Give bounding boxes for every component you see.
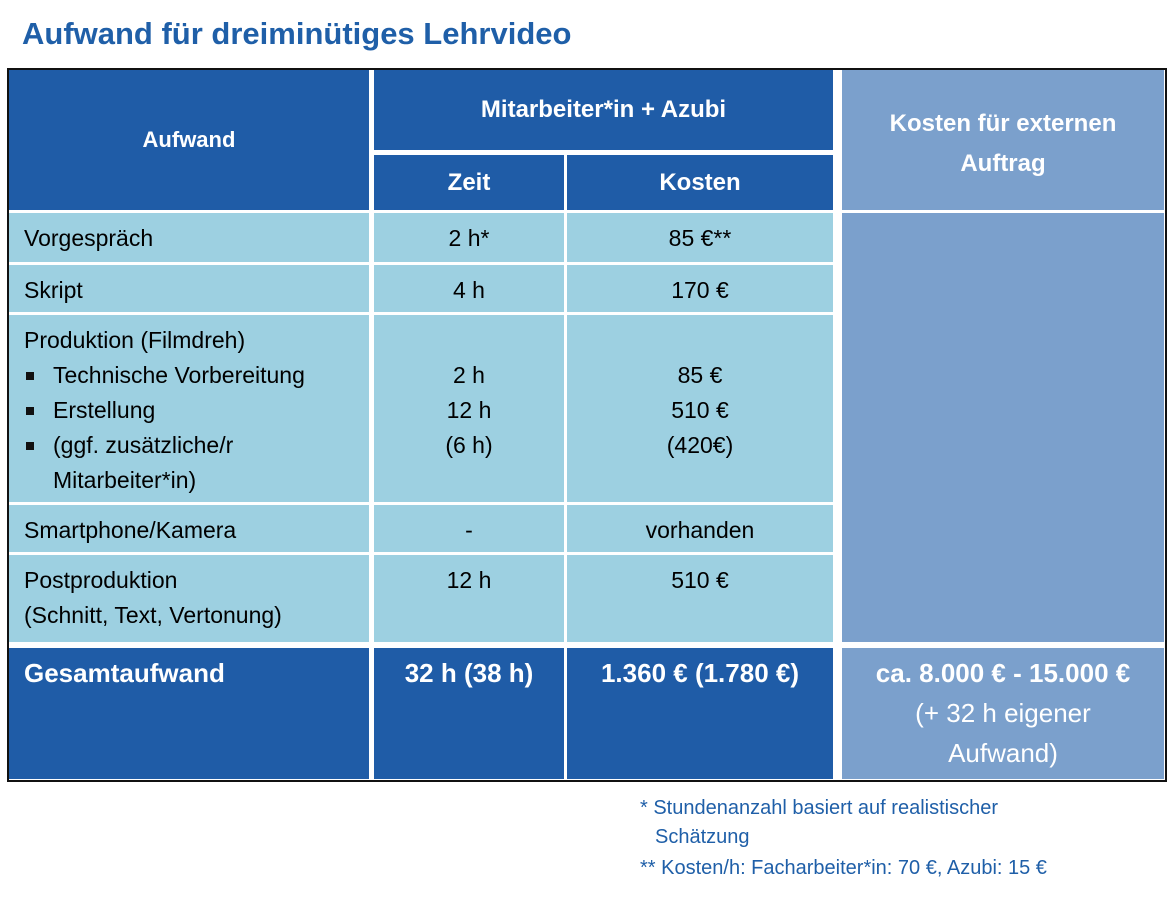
bullet <box>26 407 34 415</box>
row-zeit: 2 h* <box>448 225 490 251</box>
body-cell <box>9 505 369 552</box>
body-cell <box>567 265 833 312</box>
row-zeit: 12 h <box>446 397 492 423</box>
row-item: Technische Vorbereitung <box>53 362 305 388</box>
row-kosten: 510 € <box>671 567 729 593</box>
body-cell <box>374 265 564 312</box>
total-label: Gesamtaufwand <box>24 658 225 688</box>
body-cell <box>9 315 369 502</box>
body-cell <box>567 315 833 502</box>
header-cell: Mitarbeiter*in + Azubi <box>374 70 833 150</box>
header-cell: Kosten für externen Auftrag <box>842 70 1164 210</box>
body-cell <box>9 265 369 312</box>
extern-body-cell <box>842 213 1164 642</box>
bullet <box>26 442 34 450</box>
row-item: Erstellung <box>53 397 156 423</box>
header-extern: Auftrag <box>960 150 1046 177</box>
body-cell <box>374 213 564 262</box>
row-label: Postproduktion <box>24 567 178 593</box>
title: Aufwand für dreiminütiges Lehrvideo <box>22 16 572 51</box>
body-cell <box>567 505 833 552</box>
footnote: * Stundenanzahl basiert auf realistische… <box>640 797 998 819</box>
total-cell <box>567 648 833 779</box>
row-kosten: (420€) <box>666 432 734 458</box>
footnote: ** Kosten/h: Facharbeiter*in: 70 €, Azub… <box>640 857 1047 879</box>
header-kosten: Kosten <box>659 168 741 196</box>
row-zeit: 2 h <box>453 362 485 388</box>
row-item: (ggf. zusätzliche/r <box>53 432 234 458</box>
total-extern-cell <box>842 648 1164 779</box>
total-kosten: 1.360 € (1.780 €) <box>600 658 800 688</box>
total-extern: ca. 8.000 € - 15.000 € <box>875 658 1131 688</box>
header-group: Mitarbeiter*in + Azubi <box>480 96 727 123</box>
row-kosten: 510 € <box>671 397 729 423</box>
body-cell <box>9 213 369 262</box>
row-label: Smartphone/Kamera <box>24 517 237 543</box>
header-cell: Aufwand <box>9 70 369 210</box>
body-cell <box>567 555 833 642</box>
row-label: (Schnitt, Text, Vertonung) <box>24 602 282 628</box>
total-cell <box>374 648 564 779</box>
footnote: Schätzung <box>655 826 750 848</box>
bullet <box>26 372 34 380</box>
row-kosten: 85 €** <box>668 225 732 251</box>
row-kosten: 170 € <box>671 277 729 303</box>
row-zeit: - <box>465 517 473 543</box>
body-cell <box>567 213 833 262</box>
body-cell <box>374 315 564 502</box>
header-zeit: Zeit <box>447 168 491 196</box>
row-zeit: 4 h <box>453 277 485 303</box>
header-cell: Zeit <box>374 155 564 210</box>
body-cell <box>374 555 564 642</box>
row-label: Skript <box>24 277 83 303</box>
body-cell <box>9 555 369 642</box>
header-aufwand: Aufwand <box>142 127 236 152</box>
header-cell: Kosten <box>567 155 833 210</box>
row-zeit: (6 h) <box>445 432 493 458</box>
header-extern: Kosten für externen <box>889 110 1117 137</box>
row-zeit: 12 h <box>446 567 492 593</box>
row-item: Mitarbeiter*in) <box>53 467 197 493</box>
body-cell <box>374 505 564 552</box>
total-cell <box>9 648 369 779</box>
row-label: Produktion (Filmdreh) <box>24 327 246 353</box>
row-label: Vorgespräch <box>24 225 154 251</box>
total-extern: Aufwand) <box>948 738 1058 768</box>
total-extern: (+ 32 h eigener <box>915 698 1091 728</box>
row-kosten: 85 € <box>677 362 723 388</box>
total-zeit: 32 h (38 h) <box>404 658 534 688</box>
row-kosten: vorhanden <box>645 517 755 543</box>
